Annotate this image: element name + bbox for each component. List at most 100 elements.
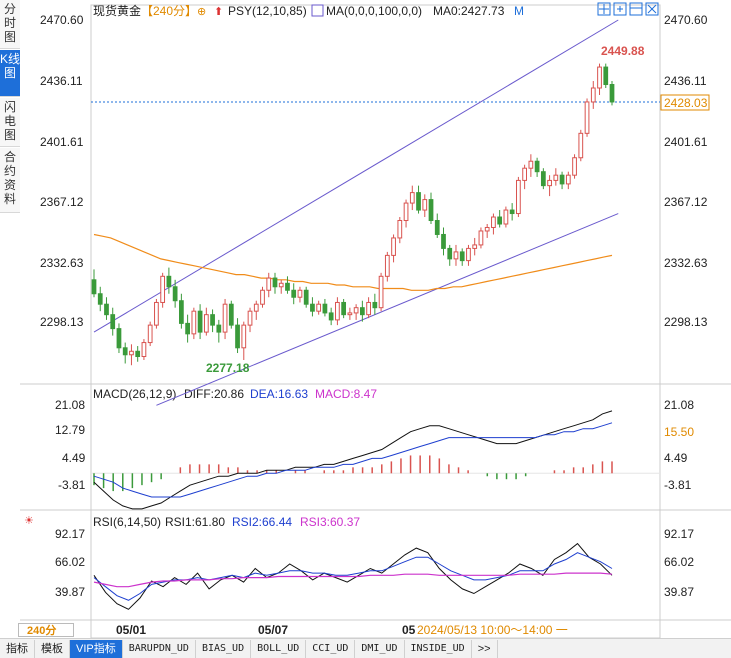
macd-dea-line	[93, 422, 613, 498]
candle-body	[316, 303, 322, 312]
tab-templates[interactable]: 模板	[35, 639, 70, 658]
macd-tick: 12.79	[55, 423, 85, 437]
tab-indicators[interactable]: 指标	[0, 639, 35, 658]
tab-kline[interactable]: K线图	[0, 50, 20, 97]
candle-body	[434, 220, 440, 235]
high-price-label: 2449.88	[601, 44, 645, 58]
price-tick: 2470.60	[664, 13, 708, 27]
candle-body	[584, 101, 590, 134]
candle-body	[347, 312, 353, 316]
candle-body	[122, 347, 128, 356]
candle-body	[266, 277, 272, 291]
indicator-tab-bar: 指标 模板 VIP指标 BARUPDN_UD BIAS_UD BOLL_UD C…	[0, 638, 731, 658]
close-icon[interactable]	[645, 2, 659, 16]
rsi-axis-right: 92.17 66.02 39.87	[664, 527, 694, 599]
tab-barupdn[interactable]: BARUPDN_UD	[123, 639, 196, 658]
m-button[interactable]: M	[514, 4, 524, 18]
sun-icon[interactable]: ☀	[24, 515, 34, 527]
candle-body	[97, 293, 103, 305]
candle-body	[91, 279, 97, 295]
candle-body	[235, 324, 240, 349]
candle-body	[609, 84, 615, 103]
price-axis-left: 2470.60 2436.11 2401.61 2367.12 2332.63 …	[40, 13, 84, 329]
rsi-header: RSI(6,14,50) RSI1:61.80 RSI2:66.44 RSI3:…	[93, 515, 360, 529]
ma-icon	[311, 4, 324, 17]
candle-body	[303, 289, 309, 305]
candle-body	[453, 251, 459, 260]
candle-body	[185, 322, 190, 335]
candle-body	[472, 244, 478, 249]
period-label: 【240分】	[141, 4, 197, 18]
macd-tick: -3.81	[664, 478, 692, 492]
tab-bias[interactable]: BIAS_UD	[196, 639, 252, 658]
candle-body	[484, 226, 490, 232]
candle-body	[597, 66, 602, 89]
candle-body	[110, 314, 116, 330]
candle-body	[341, 301, 347, 316]
candle-body	[397, 220, 403, 239]
candle-body	[553, 174, 559, 181]
date-label: 05/07	[258, 623, 288, 637]
date-axis: 05/01 05/07 05	[116, 623, 416, 637]
zoom-in-icon[interactable]	[613, 2, 627, 16]
candle-body	[590, 87, 596, 103]
rsi-tick: 39.87	[55, 585, 85, 599]
candle-body	[372, 301, 378, 309]
candle-body	[378, 275, 384, 309]
candle-body	[416, 192, 421, 211]
rsi3-value: RSI3:60.37	[300, 515, 360, 529]
rsi-tick: 66.02	[664, 555, 694, 569]
cursor-time: 2024/05/13 10:00～14:00 一	[417, 623, 568, 637]
toolbar-icons	[597, 2, 659, 16]
candle-body	[528, 160, 534, 169]
rsi-tick: 39.87	[664, 585, 694, 599]
candle-body	[478, 230, 484, 246]
macd-tag: 15.50	[664, 425, 694, 439]
candle-body	[191, 310, 197, 335]
candle-body	[135, 350, 141, 358]
candle-body	[216, 324, 222, 333]
period-selector[interactable]: 240分	[18, 623, 74, 637]
kline-chart[interactable]: 现货黄金 【240分】 ⊕ ⬆ PSY(12,10,85) MA(0,0,0,1…	[0, 0, 731, 638]
macd-diff: DIFF:20.86	[184, 387, 244, 401]
tab-vip-indicators[interactable]: VIP指标	[70, 639, 123, 658]
candle-body	[222, 303, 228, 333]
macd-tick: 21.08	[55, 398, 85, 412]
candle-body	[179, 300, 184, 324]
candle-body	[366, 301, 371, 316]
tab-cci[interactable]: CCI_UD	[306, 639, 356, 658]
price-tick: 2332.63	[40, 256, 84, 270]
crosshair-icon[interactable]	[597, 2, 611, 16]
tab-boll[interactable]: BOLL_UD	[251, 639, 307, 658]
current-price-value: 2428.03	[664, 96, 708, 110]
candle-body	[540, 171, 546, 187]
macd-tick: 21.08	[664, 398, 694, 412]
price-tick: 2298.13	[40, 315, 84, 329]
plot-layer	[91, 19, 660, 610]
candle-body	[203, 314, 209, 333]
macd-title: MACD(26,12,9)	[93, 387, 176, 401]
price-tick: 2332.63	[664, 256, 708, 270]
macd-header: MACD(26,12,9) DIFF:20.86 DEA:16.63 MACD:…	[93, 387, 377, 401]
candle-body	[147, 324, 153, 344]
candle-body	[291, 289, 297, 298]
candle-body	[154, 301, 159, 326]
candle-body	[428, 199, 434, 222]
tab-inside[interactable]: INSIDE_UD	[405, 639, 472, 658]
tab-more[interactable]: >>	[472, 639, 498, 658]
candle-body	[297, 289, 303, 298]
candle-body	[116, 328, 122, 349]
candle-body	[241, 324, 247, 349]
rsi-tick: 66.02	[55, 555, 85, 569]
settings-icon[interactable]: ⊕	[197, 6, 206, 18]
tab-contract-info[interactable]: 合约资料	[0, 148, 20, 213]
candle-body	[172, 286, 178, 302]
candle-body	[359, 307, 365, 316]
price-tick: 2436.11	[40, 74, 83, 88]
macd-axis-right: 21.08 4.49 -3.81	[664, 398, 694, 492]
candle-body	[353, 307, 359, 314]
tab-lightning[interactable]: 闪电图	[0, 98, 20, 147]
layout-icon[interactable]	[629, 2, 643, 16]
tab-intraday[interactable]: 分时图	[0, 0, 20, 49]
tab-dmi[interactable]: DMI_UD	[355, 639, 405, 658]
